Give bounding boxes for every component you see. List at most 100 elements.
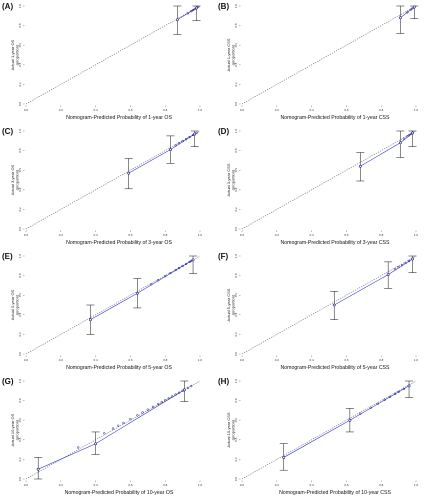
panel-a: (A) Actual 1-year OS(proportion) 0.0 0.2 0.4…: [0, 0, 215, 125]
y-tick-label: 0.8: [234, 23, 238, 28]
y-tick-label: 0.0: [18, 477, 22, 482]
panel-label: (C): [2, 127, 13, 136]
group-mean-point: [193, 132, 197, 136]
y-tick-label: 1.0: [234, 129, 238, 134]
x-axis-label: Nomogram-Predicted Probability of 3-year…: [66, 240, 172, 246]
y-tick-label: 0.6: [18, 168, 22, 173]
y-tick-label: 1.0: [18, 254, 22, 259]
y-tick-label: 1.0: [18, 4, 22, 9]
x-tick-label: 0.8: [163, 483, 168, 487]
panel-label: (A): [2, 2, 13, 11]
x-tick-label: 0.6: [344, 108, 349, 112]
y-tick-label: 0.4: [18, 187, 22, 192]
x-tick-label: 0.4: [94, 358, 99, 362]
y-axis-label-line1: Actual 10-year OS: [10, 413, 15, 446]
calibration-point: [157, 402, 160, 406]
group-mean-point: [191, 258, 195, 262]
y-tick-label: 0.6: [18, 43, 22, 48]
y-tick-label: 0.2: [234, 82, 238, 87]
y-axis-label-line1: Actual 1-year CSS: [226, 38, 231, 71]
group-mean-point: [282, 456, 286, 459]
y-tick-label: 1.0: [234, 254, 238, 259]
y-tick-label: 0.2: [18, 332, 22, 337]
calibration-point: [186, 386, 189, 390]
y-tick-label: 0.4: [234, 187, 238, 192]
calibration-point: [164, 399, 167, 402]
calibration-point: [174, 144, 177, 147]
calibration-point: [150, 283, 153, 286]
y-axis-label-line1: Actual 10-year CSS: [226, 412, 231, 447]
ideal-diagonal-line: [25, 130, 201, 230]
y-axis-label-line2: (proportion): [15, 44, 20, 65]
calibration-point: [402, 137, 405, 140]
group-mean-point: [135, 291, 139, 295]
y-tick-label: 0.0: [234, 352, 238, 357]
calibration-point: [397, 390, 400, 394]
calibration-line: [400, 6, 415, 18]
calibration-point: [177, 391, 181, 394]
y-tick-label: 0.4: [18, 437, 22, 442]
y-tick-label: 0.2: [18, 82, 22, 87]
calibration-point: [136, 414, 139, 417]
x-axis-label: Nomogram-Predicted Probability of 5-year…: [281, 365, 391, 371]
panel-f: (F) Actual 5-year CSS(proportion) 0.0 0.2 0.…: [216, 250, 431, 375]
calibration-point: [404, 261, 407, 265]
calibration-point: [190, 10, 193, 13]
calibration-point: [383, 398, 386, 401]
x-axis-label: Nomogram-Predicted Probability of 1-year…: [281, 115, 391, 121]
y-tick-label: 0.4: [18, 312, 22, 317]
calibration-point: [146, 408, 149, 411]
y-axis-label-line1: Actual 3-year OS: [10, 164, 15, 195]
ideal-diagonal-line: [241, 130, 417, 230]
calibration-point: [407, 134, 411, 137]
calibration-point: [409, 8, 412, 11]
x-tick-label: 0.4: [310, 233, 315, 237]
y-tick-label: 0.8: [234, 398, 238, 403]
y-axis-label-line1: Actual 3-year CSS: [226, 163, 231, 196]
x-tick-label: 0.6: [128, 483, 133, 487]
y-axis-label-line1: Actual 1-year OS: [10, 39, 15, 70]
group-mean-point: [348, 418, 352, 422]
calibration-point: [188, 260, 191, 264]
calibration-point: [388, 395, 392, 398]
x-tick-label: 0.6: [128, 358, 133, 362]
x-axis-label: Nomogram-Predicted Probability of 3-year…: [281, 240, 391, 246]
y-tick-label: 0.0: [18, 227, 22, 232]
y-axis-label-line2: (proportion): [231, 419, 236, 440]
y-tick-label: 0.4: [234, 62, 238, 67]
x-tick-label: 1.0: [414, 483, 419, 487]
calibration-plot: (G) Actual 10-year OS(proportion) 0.0 0.2 0.…: [2, 377, 202, 496]
calibration-point: [402, 387, 405, 391]
calibration-point: [188, 135, 191, 139]
y-axis-label-line2: (proportion): [15, 419, 20, 440]
y-tick-label: 1.0: [234, 4, 238, 9]
calibration-point: [77, 446, 80, 449]
calibration-point: [186, 12, 189, 15]
x-tick-label: 0.2: [275, 108, 280, 112]
y-tick-label: 0.8: [18, 23, 22, 28]
y-tick-label: 0.2: [234, 207, 238, 212]
calibration-point: [177, 266, 181, 270]
x-tick-label: 0.4: [310, 483, 315, 487]
x-tick-label: 0.8: [379, 233, 384, 237]
y-tick-label: 0.6: [234, 293, 238, 298]
calibration-point: [181, 140, 184, 143]
calibration-plot: (B) Actual 1-year CSS(proportion) 0.0 0.2 0.…: [218, 2, 418, 121]
group-mean-point: [169, 148, 172, 152]
calibration-point: [369, 406, 372, 409]
panel-d: (D) Actual 3-year CSS(proportion) 0.0 0.2 0.…: [216, 125, 431, 250]
x-axis-label: Nomogram-Predicted Probability of 1-year…: [66, 115, 172, 121]
ideal-diagonal-line: [241, 5, 417, 105]
calibration-point: [400, 263, 404, 267]
group-mean-point: [94, 442, 98, 446]
y-axis-label: Actual 10-year CSS(proportion): [226, 412, 236, 447]
calibration-line: [90, 259, 194, 320]
y-axis-label: Actual 5-year CSS(proportion): [226, 288, 236, 321]
calibration-point: [111, 427, 115, 430]
panel-label: (E): [2, 252, 13, 261]
calibration-point: [406, 135, 409, 138]
y-tick-label: 0.8: [234, 148, 238, 153]
calibration-point: [129, 417, 132, 421]
calibration-point: [141, 411, 144, 414]
ideal-diagonal-line: [241, 380, 417, 480]
